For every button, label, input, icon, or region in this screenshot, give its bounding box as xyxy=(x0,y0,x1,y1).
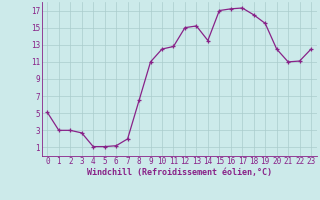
X-axis label: Windchill (Refroidissement éolien,°C): Windchill (Refroidissement éolien,°C) xyxy=(87,168,272,177)
